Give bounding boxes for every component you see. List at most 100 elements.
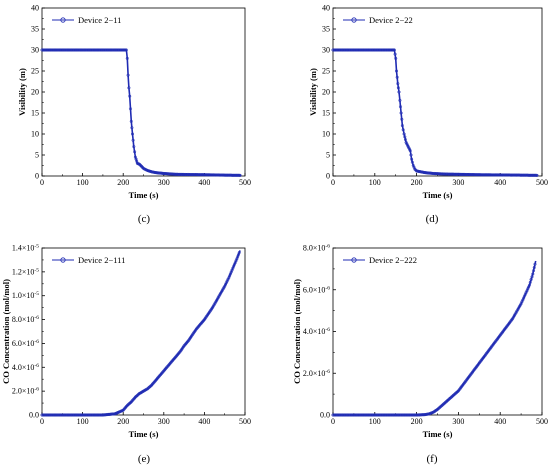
legend-label: Device 2−22 [369,15,413,25]
data-point [522,296,526,300]
y-tick-label: 4.0×10-6 [12,363,39,372]
y-tick-label: 8.0×10-6 [12,315,39,324]
data-point [182,344,186,348]
data-point [439,404,443,409]
data-point [527,285,531,289]
data-point [177,351,181,355]
data-point [198,322,202,326]
data-point [514,311,518,315]
y-tick-label: 2.0×10-6 [12,387,39,396]
data-point [233,261,237,265]
legend-label: Device 2−222 [369,255,417,265]
data-point [396,86,400,90]
data-point [131,138,135,142]
data-point [408,149,412,153]
y-tick-label: 25 [31,67,39,76]
x-tick-label: 400 [198,417,210,426]
data-point [170,359,174,363]
data-point [400,124,404,128]
data-point [530,275,534,279]
y-axis-label: CO Concentration (mol/mol) [1,279,11,384]
data-point [445,399,449,403]
panel-caption: (e) [138,453,151,465]
data-point [126,73,130,77]
data-point [450,395,454,399]
data-point [232,264,236,268]
data-point [396,82,400,86]
data-point [228,272,232,276]
data-point [236,255,240,259]
data-point [525,289,529,293]
data-point [451,393,455,397]
data-point [230,268,234,272]
data-point [524,290,528,295]
data-point [511,316,515,321]
data-point [150,382,154,386]
x-tick-label: 200 [117,178,129,187]
data-point [411,163,415,168]
data-point [135,159,139,163]
data-point [395,75,399,79]
panel-caption: (f) [427,453,438,465]
data-point [125,56,129,60]
data-point [401,128,405,132]
plot-frame [41,7,246,177]
data-point [128,107,133,111]
x-tick-label: 100 [369,178,381,187]
data-point [442,401,446,406]
data-point [392,48,396,52]
data-point [409,153,413,157]
legend-marker [351,257,357,263]
data-point [440,403,445,407]
y-tick-label: 0.0 [320,411,330,420]
panel-caption: (d) [426,213,439,225]
legend-label: Device 2−111 [78,255,125,265]
data-point [532,265,536,270]
data-point [132,397,136,401]
x-axis-label: Time (s) [423,190,453,200]
data-point [132,145,136,149]
x-tick-label: 200 [411,178,423,187]
data-point [161,370,165,374]
x-tick-label: 100 [369,417,381,426]
data-point [398,98,402,102]
data-point [414,168,418,172]
data-point [131,398,135,402]
data-point [410,160,414,164]
y-axis-label: CO Concentration (mol/mol) [292,279,302,384]
data-point [529,277,533,282]
data-point [410,157,414,161]
x-tick-label: 100 [77,178,89,187]
x-tick-label: 500 [239,178,251,187]
data-point [196,325,200,329]
data-point [454,391,458,395]
data-point [393,52,397,56]
data-point [228,274,232,278]
data-point [402,132,406,136]
data-point [412,165,416,169]
y-tick-label: 8.0×10-6 [303,244,330,253]
y-tick-label: 1.4×10-5 [12,244,39,253]
data-point [522,294,526,298]
series-line [333,260,537,416]
y-tick-label: 4.0×10-6 [303,327,330,336]
data-point [528,280,532,284]
y-tick-label: 40 [31,4,39,13]
x-tick-label: 400 [198,178,210,187]
data-point [523,292,527,296]
data-point [123,406,127,410]
data-point [237,250,241,255]
y-tick-label: 1.0×10-5 [12,291,39,300]
data-point [448,396,452,400]
data-point [220,288,224,293]
data-point [535,173,539,177]
data-point [226,277,230,282]
data-point [127,86,131,90]
data-point [130,126,134,130]
y-tick-label: 6.0×10-6 [303,285,330,294]
data-point [232,262,236,267]
data-point [400,117,404,121]
data-point [436,407,440,411]
data-point [171,357,176,361]
